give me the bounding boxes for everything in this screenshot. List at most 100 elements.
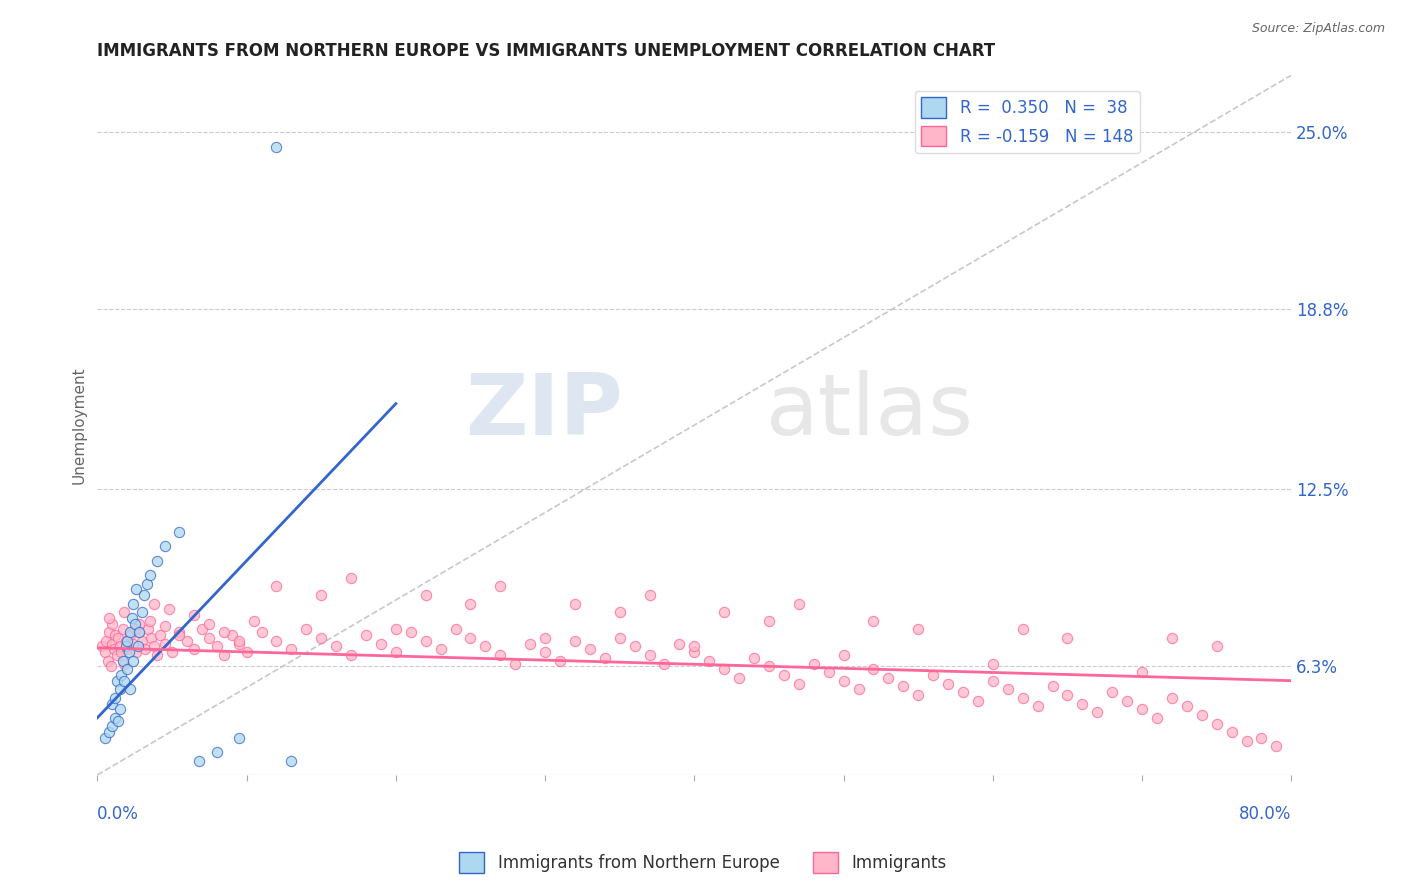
Point <box>489 579 512 593</box>
Point <box>136 622 159 636</box>
Point <box>1220 725 1243 739</box>
Point <box>981 673 1004 688</box>
Point <box>115 662 138 676</box>
Point <box>149 628 172 642</box>
Text: 0.0%: 0.0% <box>97 805 139 823</box>
Point <box>1011 622 1033 636</box>
Point <box>638 648 661 662</box>
Point <box>713 605 735 619</box>
Point <box>862 614 884 628</box>
Point <box>120 625 142 640</box>
Text: ZIP: ZIP <box>465 369 623 452</box>
Point <box>112 605 135 619</box>
Point <box>1236 733 1258 747</box>
Point <box>817 665 839 679</box>
Point <box>183 642 205 657</box>
Point <box>444 622 467 636</box>
Point <box>104 690 127 705</box>
Point <box>101 616 124 631</box>
Point <box>1042 679 1064 693</box>
Point <box>429 642 451 657</box>
Point <box>1205 716 1227 731</box>
Point <box>503 657 526 671</box>
Point <box>295 622 318 636</box>
Point <box>98 611 121 625</box>
Point <box>98 725 121 739</box>
Point <box>579 642 602 657</box>
Point <box>385 622 408 636</box>
Point <box>1205 640 1227 654</box>
Point <box>115 633 138 648</box>
Point <box>205 745 228 759</box>
Point <box>1161 631 1184 645</box>
Point <box>325 640 347 654</box>
Point <box>176 633 198 648</box>
Point <box>101 697 124 711</box>
Point <box>683 640 706 654</box>
Point <box>340 648 363 662</box>
Point <box>228 731 250 745</box>
Point <box>198 616 221 631</box>
Point <box>115 642 138 657</box>
Point <box>153 540 176 554</box>
Point <box>125 645 148 659</box>
Point <box>534 645 557 659</box>
Point <box>952 685 974 699</box>
Point <box>832 648 855 662</box>
Point <box>96 633 118 648</box>
Point <box>758 614 780 628</box>
Point <box>127 640 149 654</box>
Legend: R =  0.350   N =  38, R = -0.159   N = 148: R = 0.350 N = 38, R = -0.159 N = 148 <box>914 90 1140 153</box>
Point <box>153 636 176 650</box>
Point <box>266 579 288 593</box>
Point <box>108 682 131 697</box>
Point <box>228 636 250 650</box>
Point <box>169 525 191 540</box>
Point <box>1191 708 1213 723</box>
Point <box>120 682 142 697</box>
Point <box>848 682 870 697</box>
Point <box>758 659 780 673</box>
Point <box>370 636 392 650</box>
Point <box>98 625 121 640</box>
Point <box>891 679 914 693</box>
Point <box>354 628 377 642</box>
Point <box>108 702 131 716</box>
Point <box>110 668 132 682</box>
Point <box>118 645 141 659</box>
Point <box>1101 685 1123 699</box>
Text: atlas: atlas <box>766 369 974 452</box>
Point <box>460 631 482 645</box>
Point <box>907 622 929 636</box>
Point <box>489 648 512 662</box>
Point <box>169 628 191 642</box>
Point <box>907 688 929 702</box>
Point <box>697 654 720 668</box>
Point <box>183 607 205 622</box>
Point <box>564 597 586 611</box>
Point <box>803 657 825 671</box>
Point <box>266 139 288 153</box>
Point <box>212 648 235 662</box>
Point <box>228 633 250 648</box>
Point <box>922 668 945 682</box>
Point <box>124 622 146 636</box>
Point <box>534 631 557 645</box>
Point <box>90 640 112 654</box>
Point <box>266 633 288 648</box>
Point <box>143 640 166 654</box>
Point <box>221 628 243 642</box>
Point <box>101 636 124 650</box>
Point <box>128 625 150 640</box>
Point <box>683 645 706 659</box>
Point <box>1265 739 1288 754</box>
Point <box>742 650 765 665</box>
Point <box>135 576 157 591</box>
Point <box>105 648 128 662</box>
Text: 80.0%: 80.0% <box>1239 805 1291 823</box>
Point <box>160 645 183 659</box>
Point <box>564 633 586 648</box>
Point <box>198 631 221 645</box>
Point <box>205 640 228 654</box>
Point <box>460 597 482 611</box>
